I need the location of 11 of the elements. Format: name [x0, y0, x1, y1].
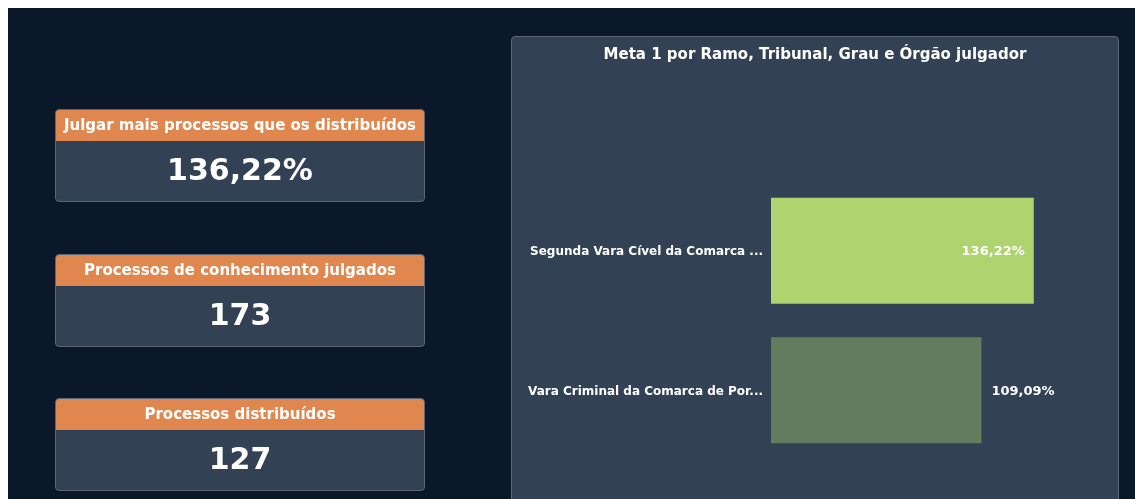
text: 173	[207, 296, 273, 334]
chart-title: Meta 1 por Ramo, Tribunal, Grau e Órgão julgador	[602, 43, 1028, 65]
y-tick-label: Vara Criminal da Comarca de Por...	[528, 383, 763, 398]
data-label: 109,09%	[991, 382, 1055, 398]
text: Processos de conhecimento julgados	[56, 255, 424, 286]
y-tick-label: Segunda Vara Cível da Comarca ...	[530, 244, 763, 259]
text: Processos distribuídos	[56, 399, 424, 430]
text: 136,22%	[166, 151, 314, 189]
text: Julgar mais processos que os distribuídos	[56, 110, 424, 141]
text: 127	[207, 440, 273, 478]
data-label: 136,22%	[961, 243, 1025, 259]
